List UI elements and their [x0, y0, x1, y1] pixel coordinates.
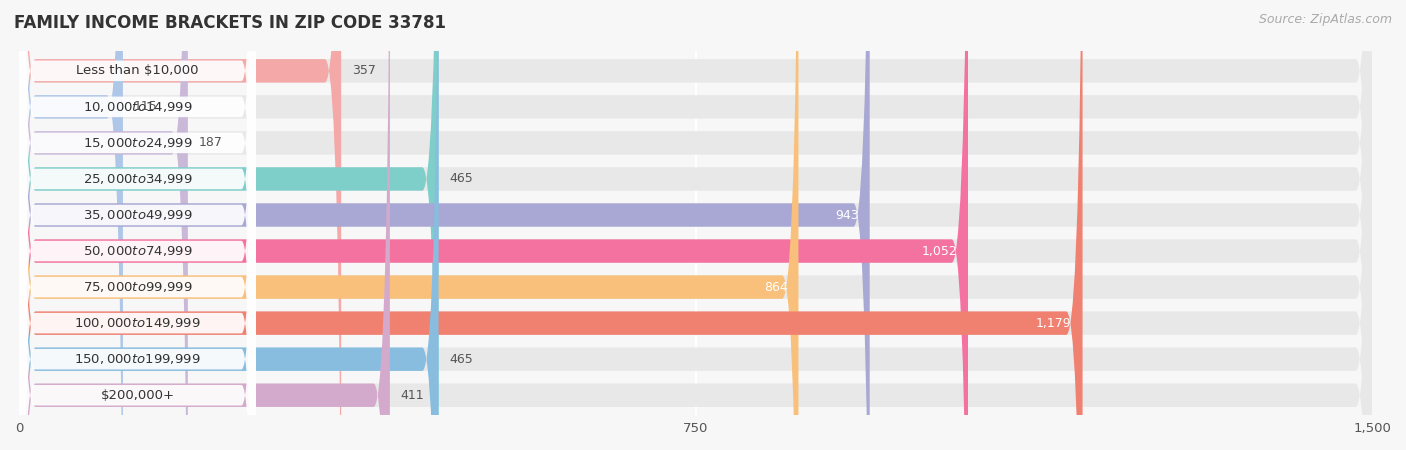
Text: FAMILY INCOME BRACKETS IN ZIP CODE 33781: FAMILY INCOME BRACKETS IN ZIP CODE 33781: [14, 14, 446, 32]
FancyBboxPatch shape: [20, 0, 439, 450]
FancyBboxPatch shape: [20, 0, 342, 450]
Text: Source: ZipAtlas.com: Source: ZipAtlas.com: [1258, 14, 1392, 27]
FancyBboxPatch shape: [20, 0, 122, 450]
FancyBboxPatch shape: [20, 0, 389, 450]
FancyBboxPatch shape: [20, 0, 1372, 450]
FancyBboxPatch shape: [20, 0, 799, 450]
FancyBboxPatch shape: [20, 0, 256, 450]
FancyBboxPatch shape: [20, 0, 967, 450]
FancyBboxPatch shape: [20, 0, 1372, 450]
FancyBboxPatch shape: [20, 0, 256, 450]
Text: $35,000 to $49,999: $35,000 to $49,999: [83, 208, 193, 222]
FancyBboxPatch shape: [20, 0, 1372, 450]
FancyBboxPatch shape: [20, 0, 1372, 450]
FancyBboxPatch shape: [20, 0, 256, 450]
Text: 943: 943: [835, 208, 859, 221]
Text: $100,000 to $149,999: $100,000 to $149,999: [75, 316, 201, 330]
FancyBboxPatch shape: [20, 0, 1083, 450]
FancyBboxPatch shape: [20, 0, 256, 450]
Text: $200,000+: $200,000+: [101, 389, 174, 402]
Text: $50,000 to $74,999: $50,000 to $74,999: [83, 244, 193, 258]
Text: $15,000 to $24,999: $15,000 to $24,999: [83, 136, 193, 150]
Text: 1,179: 1,179: [1036, 317, 1071, 330]
Text: 357: 357: [352, 64, 375, 77]
FancyBboxPatch shape: [20, 0, 1372, 450]
FancyBboxPatch shape: [20, 0, 439, 450]
Text: 187: 187: [198, 136, 222, 149]
Text: $75,000 to $99,999: $75,000 to $99,999: [83, 280, 193, 294]
FancyBboxPatch shape: [20, 0, 1372, 450]
Text: 864: 864: [763, 281, 787, 293]
FancyBboxPatch shape: [20, 0, 1372, 450]
Text: 465: 465: [450, 353, 474, 366]
FancyBboxPatch shape: [20, 0, 870, 450]
FancyBboxPatch shape: [20, 0, 1372, 450]
Text: Less than $10,000: Less than $10,000: [76, 64, 198, 77]
Text: $10,000 to $14,999: $10,000 to $14,999: [83, 100, 193, 114]
FancyBboxPatch shape: [20, 0, 1372, 450]
FancyBboxPatch shape: [20, 0, 256, 450]
Text: $25,000 to $34,999: $25,000 to $34,999: [83, 172, 193, 186]
FancyBboxPatch shape: [20, 0, 256, 450]
Text: $150,000 to $199,999: $150,000 to $199,999: [75, 352, 201, 366]
FancyBboxPatch shape: [20, 0, 256, 450]
FancyBboxPatch shape: [20, 0, 256, 450]
Text: 411: 411: [401, 389, 425, 402]
Text: 1,052: 1,052: [921, 244, 957, 257]
FancyBboxPatch shape: [20, 0, 1372, 450]
FancyBboxPatch shape: [20, 0, 256, 450]
Text: 465: 465: [450, 172, 474, 185]
FancyBboxPatch shape: [20, 0, 256, 450]
Text: 115: 115: [134, 100, 157, 113]
FancyBboxPatch shape: [20, 0, 188, 450]
